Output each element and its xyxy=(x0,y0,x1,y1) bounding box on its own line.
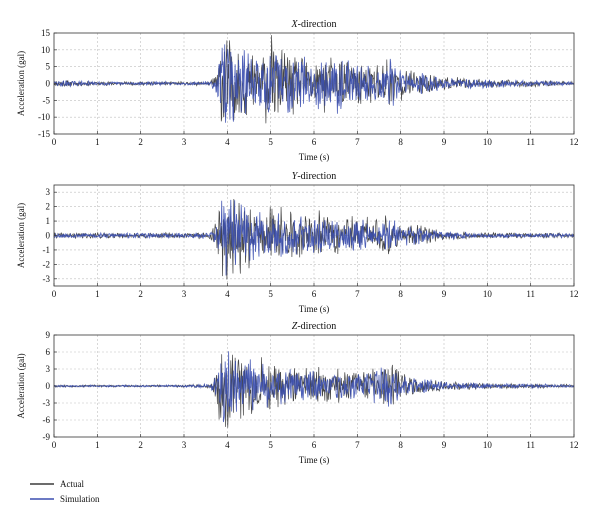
y-tick-label: -3 xyxy=(43,398,51,408)
y-tick-label: 0 xyxy=(46,381,51,391)
x-tick-label: 11 xyxy=(526,137,535,147)
x-tick-label: 3 xyxy=(182,137,187,147)
chart-title-letter: Y xyxy=(292,171,299,182)
x-tick-label: 5 xyxy=(268,137,273,147)
x-tick-label: 3 xyxy=(182,289,187,299)
x-tick-label: 9 xyxy=(442,440,447,450)
x-tick-label: 4 xyxy=(225,440,230,450)
x-tick-label: 7 xyxy=(355,137,360,147)
x-tick-label: 0 xyxy=(52,440,57,450)
y-axis-label: Acceleration (gal) xyxy=(16,353,26,418)
x-axis-label: Time (s) xyxy=(299,152,329,162)
y-tick-label: -3 xyxy=(43,274,51,284)
y-tick-label: 3 xyxy=(46,187,51,197)
x-tick-label: 2 xyxy=(138,137,143,147)
x-tick-label: 1 xyxy=(95,440,100,450)
chart-title: X-direction xyxy=(291,19,337,30)
y-tick-label: -1 xyxy=(43,245,51,255)
x-tick-label: 9 xyxy=(442,137,447,147)
series-line-simulation xyxy=(53,44,575,123)
legend: Actual Simulation xyxy=(30,479,100,504)
legend-label-simulation: Simulation xyxy=(60,494,100,504)
y-tick-label: 0 xyxy=(46,231,51,241)
x-tick-label: 10 xyxy=(483,137,493,147)
y-tick-label: 3 xyxy=(46,364,51,374)
y-tick-label: 9 xyxy=(46,330,51,340)
y-tick-label: 5 xyxy=(46,62,51,72)
chart-title-rest: -direction xyxy=(298,19,337,30)
legend-label-actual: Actual xyxy=(60,479,84,489)
y-tick-label: 6 xyxy=(46,347,51,357)
series-line-simulation xyxy=(53,351,575,423)
chart-title: Y-direction xyxy=(292,171,336,182)
x-tick-label: 11 xyxy=(526,440,535,450)
y-tick-label: -10 xyxy=(38,112,50,122)
series-line-simulation xyxy=(53,199,575,276)
y-tick-label: 2 xyxy=(46,202,51,212)
y-tick-label: 1 xyxy=(46,216,51,226)
x-tick-label: 11 xyxy=(526,289,535,299)
x-tick-label: 7 xyxy=(355,289,360,299)
x-tick-label: 7 xyxy=(355,440,360,450)
x-tick-label: 1 xyxy=(95,137,100,147)
x-tick-label: 6 xyxy=(312,289,317,299)
x-tick-label: 5 xyxy=(268,289,273,299)
x-tick-label: 1 xyxy=(95,289,100,299)
y-tick-label: 15 xyxy=(41,28,51,38)
x-tick-label: 8 xyxy=(398,289,403,299)
x-tick-label: 2 xyxy=(138,289,143,299)
x-tick-label: 6 xyxy=(312,440,317,450)
x-tick-label: 10 xyxy=(483,440,493,450)
x-tick-label: 10 xyxy=(483,289,493,299)
x-tick-label: 12 xyxy=(570,137,579,147)
x-axis-label: Time (s) xyxy=(299,455,329,465)
x-tick-label: 2 xyxy=(138,440,143,450)
x-tick-label: 9 xyxy=(442,289,447,299)
y-tick-label: -2 xyxy=(43,259,51,269)
y-tick-label: 10 xyxy=(41,45,51,55)
chart-title-rest: -direction xyxy=(297,321,336,332)
x-tick-label: 4 xyxy=(225,137,230,147)
x-tick-label: 6 xyxy=(312,137,317,147)
y-tick-label: -5 xyxy=(43,95,51,105)
x-tick-label: 0 xyxy=(52,289,57,299)
chart-title-letter: Z xyxy=(292,321,298,332)
y-axis-label: Acceleration (gal) xyxy=(16,51,26,116)
x-tick-label: 12 xyxy=(570,289,579,299)
y-tick-label: -15 xyxy=(38,129,50,139)
x-tick-label: 8 xyxy=(398,440,403,450)
y-axis-label: Acceleration (gal) xyxy=(16,203,26,268)
x-tick-label: 3 xyxy=(182,440,187,450)
x-tick-label: 5 xyxy=(268,440,273,450)
x-tick-label: 4 xyxy=(225,289,230,299)
x-tick-label: 8 xyxy=(398,137,403,147)
x-tick-label: 0 xyxy=(52,137,57,147)
x-tick-label: 12 xyxy=(570,440,579,450)
chart-title-rest: -direction xyxy=(297,171,336,182)
y-tick-label: -6 xyxy=(43,415,51,425)
y-tick-label: 0 xyxy=(46,79,51,89)
chart-title-letter: X xyxy=(291,19,299,30)
y-tick-label: -9 xyxy=(43,432,51,442)
x-axis-label: Time (s) xyxy=(299,304,329,314)
chart-title: Z-direction xyxy=(292,321,336,332)
